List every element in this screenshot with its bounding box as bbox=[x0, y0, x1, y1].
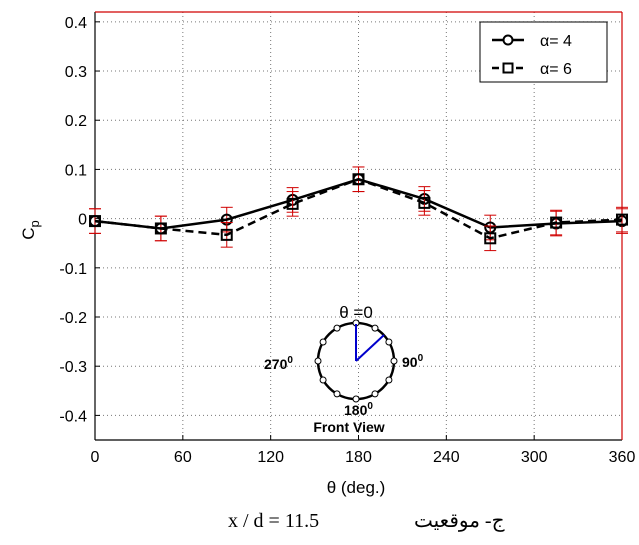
axes-layer: 0 60 120 180 240 300 360 0.4 0.3 0.2 0.1 0 -0.1 -0.2 -… bbox=[59, 11, 636, 466]
inset-top-label: θ =0 bbox=[339, 303, 373, 322]
legend-marker-alpha4 bbox=[502, 34, 514, 46]
data-point bbox=[616, 213, 628, 226]
y-tick-label: 0.4 bbox=[65, 15, 87, 32]
legend-box bbox=[479, 21, 608, 83]
y-tick-label: 0.1 bbox=[65, 162, 87, 179]
legend-label-alpha6: α= 6 bbox=[540, 61, 572, 78]
y-tick-label: 0.3 bbox=[65, 64, 87, 81]
x-tick-label: 120 bbox=[257, 449, 284, 466]
inset-port bbox=[385, 376, 393, 384]
inset-port bbox=[314, 357, 322, 365]
x-tick-label: 180 bbox=[345, 449, 372, 466]
x-axis-label: θ (deg.) bbox=[327, 478, 386, 497]
series-layer bbox=[89, 166, 628, 252]
y-tick-label: 0 bbox=[78, 212, 87, 229]
inset-port bbox=[319, 376, 327, 384]
y-tick-label: -0.2 bbox=[59, 310, 87, 327]
x-tick-label: 0 bbox=[91, 449, 100, 466]
inset-port bbox=[371, 390, 379, 398]
y-axis-label: Cp bbox=[19, 220, 42, 240]
data-point bbox=[418, 196, 431, 209]
caption-formula: x / d = 11.5 bbox=[228, 510, 319, 532]
data-point bbox=[352, 173, 365, 186]
inset-right-label: 900 bbox=[402, 353, 424, 370]
series-line bbox=[94, 177, 623, 240]
x-tick-label: 240 bbox=[433, 449, 460, 466]
inset-port bbox=[333, 324, 341, 332]
legend-marker-alpha6 bbox=[502, 62, 514, 74]
inset-port bbox=[333, 390, 341, 398]
legend-label-alpha4: α= 4 bbox=[540, 33, 572, 50]
y-tick-label: -0.3 bbox=[59, 359, 87, 376]
figure-caption: x / d = 11.5 ج- موقعيت bbox=[228, 510, 505, 532]
inset-bottom-label: 1800 bbox=[344, 401, 373, 418]
data-point bbox=[220, 228, 233, 241]
data-point bbox=[550, 216, 563, 229]
data-point bbox=[484, 232, 497, 245]
inset-port bbox=[352, 395, 360, 403]
x-tick-label: 60 bbox=[174, 449, 192, 466]
inset-left-label: 2700 bbox=[264, 355, 293, 372]
front-view-inset: θ =0 900 2700 1800 Front View bbox=[264, 303, 424, 435]
series-2 bbox=[89, 166, 628, 252]
inset-port bbox=[371, 324, 379, 332]
caption-arabic-prefix: ج- موقعيت bbox=[414, 510, 505, 532]
y-tick-label: 0.2 bbox=[65, 113, 87, 130]
data-point bbox=[89, 215, 101, 228]
inset-port bbox=[390, 357, 398, 365]
data-point bbox=[154, 222, 167, 235]
legend: α= 4 α= 6 bbox=[479, 21, 608, 83]
y-tick-label: -0.1 bbox=[59, 261, 87, 278]
x-tick-label: 300 bbox=[521, 449, 548, 466]
y-axis-label-group: Cp bbox=[19, 220, 42, 240]
inset-caption: Front View bbox=[313, 419, 384, 435]
inset-port bbox=[385, 338, 393, 346]
data-point bbox=[286, 197, 299, 210]
x-tick-label: 360 bbox=[609, 449, 636, 466]
inset-port bbox=[319, 338, 327, 346]
inset-angled-radius bbox=[355, 334, 385, 362]
y-tick-label: -0.4 bbox=[59, 408, 87, 425]
